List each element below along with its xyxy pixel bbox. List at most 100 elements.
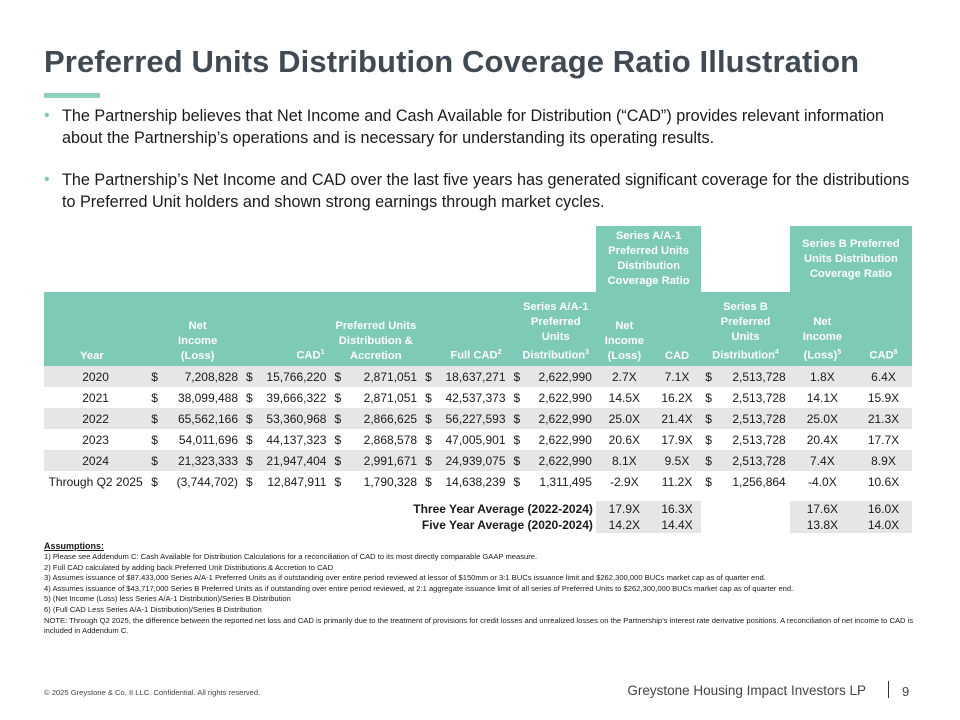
cell-net-income: $21,323,333 xyxy=(147,450,243,471)
cell-series-b-dist: $2,513,728 xyxy=(701,429,790,450)
cell-value: (3,744,702) xyxy=(176,474,239,489)
cell-a-net-income-ratio: 14.5X xyxy=(595,387,653,408)
cell-value: 53,360,968 xyxy=(266,411,327,426)
cell-pref-dist: $2,868,578 xyxy=(330,429,422,450)
currency-symbol: $ xyxy=(151,453,158,468)
cell-b-net-income-ratio: 20.4X xyxy=(789,429,856,450)
cell-full-cad: $18,637,271 xyxy=(421,366,510,387)
cell-value: 2,513,728 xyxy=(732,369,786,384)
average-label: Five Year Average (2020-2024) xyxy=(421,518,593,532)
table-row: 2020 $7,208,828 $15,766,220 $2,871,051 $18,6… xyxy=(44,366,912,387)
avg-a-net-income-ratio: 17.9X xyxy=(595,501,653,517)
cell-value: 1,311,495 xyxy=(539,474,592,489)
currency-symbol: $ xyxy=(513,432,521,447)
cell-series-a-dist: $2,622,990 xyxy=(509,408,596,429)
bullet-text: The Partnership’s Net Income and CAD ove… xyxy=(62,171,910,211)
col-header-b-net-income: Net Income (Loss)5 xyxy=(789,292,856,366)
cell-cad: $44,137,323 xyxy=(242,429,331,450)
currency-symbol: $ xyxy=(425,369,432,384)
col-header-year: Year xyxy=(44,292,148,366)
cell-year: Through Q2 2025 xyxy=(44,471,148,492)
table-row: 2023 $54,011,696 $44,137,323 $2,868,578 $47,… xyxy=(44,429,912,450)
column-header-row: Year Net Income (Loss) CAD1 Preferred Un… xyxy=(44,292,912,366)
cell-value: 2,622,990 xyxy=(538,432,592,447)
cell-b-net-income-ratio: -4.0X xyxy=(789,471,856,492)
cell-year: 2024 xyxy=(44,450,148,471)
page-number: 9 xyxy=(902,684,910,699)
cell-value: 2,622,990 xyxy=(538,453,592,468)
col-header-full-cad: Full CAD2 xyxy=(421,292,510,366)
table-row: 2022 $65,562,166 $53,360,968 $2,866,625 $56,… xyxy=(44,408,912,429)
currency-symbol: $ xyxy=(151,369,158,384)
assumption-note: 3) Assumes issuance of $87,433,000 Serie… xyxy=(44,573,766,583)
cell-full-cad: $47,005,901 xyxy=(421,429,510,450)
cell-a-net-income-ratio: 2.7X xyxy=(595,366,653,387)
currency-symbol: $ xyxy=(334,432,342,447)
currency-symbol: $ xyxy=(513,390,521,405)
avg-a-cad-ratio: 16.3X xyxy=(652,501,702,517)
cell-year: 2020 xyxy=(44,366,148,387)
cell-b-cad-ratio: 10.6X xyxy=(855,471,912,492)
col-header-cad: CAD1 xyxy=(242,292,331,366)
cell-value: 14,638,239 xyxy=(445,474,506,489)
avg-b-cad-ratio: 14.0X xyxy=(855,517,912,533)
assumptions-heading: Assumptions: xyxy=(44,541,105,551)
cell-net-income: $38,099,488 xyxy=(147,387,243,408)
cell-b-cad-ratio: 8.9X xyxy=(855,450,912,471)
currency-symbol: $ xyxy=(513,411,521,426)
cell-series-b-dist: $2,513,728 xyxy=(701,450,790,471)
cell-series-b-dist: $1,256,864 xyxy=(701,471,790,492)
bullet-text: The Partnership believes that Net Income… xyxy=(62,107,885,147)
assumption-note: 6) (Full CAD Less Series A/A-1 Distribut… xyxy=(44,604,262,614)
cell-value: 47,005,901 xyxy=(445,432,506,447)
avg-blank-cell xyxy=(701,501,789,517)
currency-symbol: $ xyxy=(334,390,342,405)
cell-net-income: $65,562,166 xyxy=(147,408,243,429)
cell-value: 2,622,990 xyxy=(538,390,592,405)
cell-net-income: $7,208,828 xyxy=(147,366,243,387)
cell-value: 2,871,051 xyxy=(363,369,418,384)
col-header-b-cad: CAD6 xyxy=(855,292,912,366)
cell-value: 2,622,990 xyxy=(538,369,592,384)
cell-value: 1,790,328 xyxy=(363,474,418,489)
spacer-row xyxy=(44,492,912,501)
cell-value: 56,227,593 xyxy=(445,411,506,426)
cell-value: 2,991,671 xyxy=(363,453,418,468)
footer-company: Greystone Housing Impact Investors LP xyxy=(627,683,866,698)
assumption-note: 2) Full CAD calculated by adding back Pr… xyxy=(44,562,334,572)
page-title: Preferred Units Distribution Coverage Ra… xyxy=(44,44,860,79)
cell-b-cad-ratio: 21.3X xyxy=(855,408,912,429)
currency-symbol: $ xyxy=(705,474,712,489)
cell-net-income: $ (3,744,702) xyxy=(147,471,243,492)
currency-symbol: $ xyxy=(705,432,712,447)
cell-value: 7,208,828 xyxy=(184,369,239,384)
title-accent-bar xyxy=(44,93,100,98)
bullet-list: • The Partnership believes that Net Incom… xyxy=(44,105,924,213)
currency-symbol: $ xyxy=(334,474,342,489)
coverage-table-wrapper: Series A/A-1 Preferred Units Distributio… xyxy=(44,226,912,533)
cell-a-cad-ratio: 16.2X xyxy=(652,387,702,408)
currency-symbol: $ xyxy=(705,369,712,384)
cell-value: 2,871,051 xyxy=(363,390,418,405)
cell-pref-dist: $2,866,625 xyxy=(330,408,422,429)
avg-blank-cell xyxy=(701,517,789,533)
cell-series-a-dist: $2,622,990 xyxy=(509,450,596,471)
cell-value: 54,011,696 xyxy=(178,432,239,447)
currency-symbol: $ xyxy=(513,453,521,468)
footer-separator xyxy=(888,681,889,698)
currency-symbol: $ xyxy=(246,390,253,405)
cell-value: 24,939,075 xyxy=(445,453,506,468)
currency-symbol: $ xyxy=(425,474,432,489)
avg-b-cad-ratio: 16.0X xyxy=(855,501,912,517)
cell-value: 42,537,373 xyxy=(445,390,506,405)
cell-value: 15,766,220 xyxy=(266,369,327,384)
cell-series-b-dist: $2,513,728 xyxy=(701,366,790,387)
footer-copyright: © 2025 Greystone & Co. II LLC. Confident… xyxy=(44,688,261,697)
cell-b-net-income-ratio: 7.4X xyxy=(789,450,856,471)
cell-a-net-income-ratio: 25.0X xyxy=(595,408,653,429)
cell-value: 12,847,911 xyxy=(267,474,327,489)
cell-a-cad-ratio: 7.1X xyxy=(652,366,702,387)
currency-symbol: $ xyxy=(705,411,712,426)
cell-pref-dist: $2,871,051 xyxy=(330,387,422,408)
cell-full-cad: $24,939,075 xyxy=(421,450,510,471)
